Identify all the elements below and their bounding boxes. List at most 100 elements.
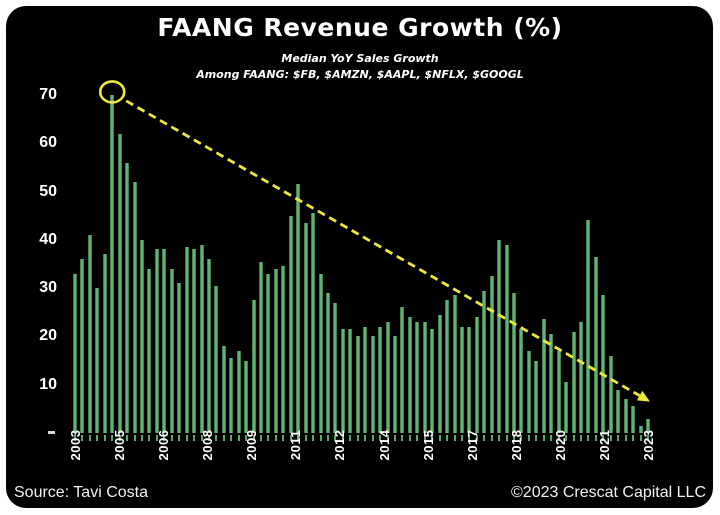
x-tick-label: 2014 xyxy=(376,429,392,461)
x-tick xyxy=(215,435,218,441)
x-tick xyxy=(222,435,225,441)
x-tick xyxy=(416,435,419,441)
bar xyxy=(541,319,546,433)
bar xyxy=(273,268,278,433)
bar xyxy=(192,249,197,433)
y-tick-label: 40 xyxy=(39,230,57,248)
x-tick xyxy=(245,435,248,441)
bar xyxy=(303,222,308,433)
y-tick-label: 10 xyxy=(39,375,57,393)
x-tick xyxy=(297,435,300,441)
bar xyxy=(445,300,450,433)
bar xyxy=(378,326,383,433)
x-tick xyxy=(587,435,590,441)
bar xyxy=(259,261,264,433)
x-tick xyxy=(148,435,151,441)
x-tick xyxy=(565,435,568,441)
chart-subtitle-line2: Among FAANG: $FB, $AMZN, $AAPL, $NFLX, $… xyxy=(196,68,524,81)
bar xyxy=(526,350,531,433)
x-tick-label: 2008 xyxy=(200,429,216,461)
bar xyxy=(281,266,286,433)
x-tick xyxy=(133,435,136,441)
bar xyxy=(549,333,554,433)
bar xyxy=(125,162,130,433)
bar xyxy=(251,300,256,433)
x-tick xyxy=(580,435,583,441)
x-tick-label: 2006 xyxy=(156,429,172,461)
x-tick xyxy=(475,435,478,441)
x-tick xyxy=(550,435,553,441)
bar xyxy=(355,336,360,433)
bar xyxy=(266,273,271,433)
bar xyxy=(318,273,323,433)
x-tick-label: 2011 xyxy=(288,429,304,461)
bar xyxy=(229,358,234,433)
x-tick-label: 2012 xyxy=(332,429,348,461)
x-tick xyxy=(193,435,196,441)
x-tick-label: 2009 xyxy=(244,429,260,461)
bar xyxy=(363,326,368,433)
x-tick-label: 2003 xyxy=(68,429,83,461)
x-tick xyxy=(617,435,620,441)
bar xyxy=(73,273,77,433)
bar xyxy=(333,302,338,433)
x-tick xyxy=(401,435,404,441)
bar xyxy=(430,329,435,433)
x-tick xyxy=(453,435,456,441)
bar xyxy=(385,321,390,433)
bar xyxy=(474,317,479,433)
x-tick xyxy=(118,435,121,441)
x-tick xyxy=(200,435,203,441)
x-tick xyxy=(170,435,173,441)
bar xyxy=(311,213,316,433)
y-tick-label: 20 xyxy=(39,327,57,345)
x-tick xyxy=(438,435,441,441)
x-tick xyxy=(356,435,359,441)
x-tick-label: 2018 xyxy=(508,429,524,461)
x-tick-label: 2023 xyxy=(641,429,656,461)
bar xyxy=(340,329,345,433)
bar xyxy=(400,307,405,433)
chart-subtitle-line1: Median YoY Sales Growth xyxy=(281,52,439,65)
x-tick xyxy=(260,435,263,441)
x-tick xyxy=(312,435,315,441)
x-tick xyxy=(446,435,449,441)
x-tick-label: 2020 xyxy=(552,429,568,461)
bar xyxy=(169,268,174,433)
x-tick xyxy=(527,435,530,441)
bar xyxy=(579,321,584,433)
bar xyxy=(288,215,293,433)
bar xyxy=(616,389,621,433)
bar xyxy=(154,249,159,433)
bar xyxy=(162,249,167,433)
x-tick xyxy=(81,435,84,441)
x-tick xyxy=(341,435,344,441)
x-tick xyxy=(111,435,114,441)
bar xyxy=(177,283,182,433)
x-tick xyxy=(505,435,508,441)
x-tick xyxy=(319,435,322,441)
x-tick xyxy=(185,435,188,441)
bar xyxy=(437,314,442,433)
y-tick-label: 50 xyxy=(39,182,57,200)
x-tick xyxy=(282,435,285,441)
bar xyxy=(571,331,576,433)
x-tick xyxy=(602,435,605,441)
bar xyxy=(206,259,211,433)
bar xyxy=(482,290,487,433)
bar xyxy=(608,355,613,433)
x-tick xyxy=(542,435,545,441)
x-tick xyxy=(393,435,396,441)
x-tick xyxy=(423,435,426,441)
bar xyxy=(236,350,241,433)
x-tick xyxy=(74,435,76,441)
x-tick xyxy=(557,435,560,441)
x-tick xyxy=(498,435,501,441)
x-tick xyxy=(609,435,612,441)
bar xyxy=(95,288,100,433)
x-tick xyxy=(594,435,597,441)
bar xyxy=(87,234,92,433)
bar xyxy=(646,418,650,433)
bar xyxy=(638,425,643,433)
bar xyxy=(415,321,420,433)
